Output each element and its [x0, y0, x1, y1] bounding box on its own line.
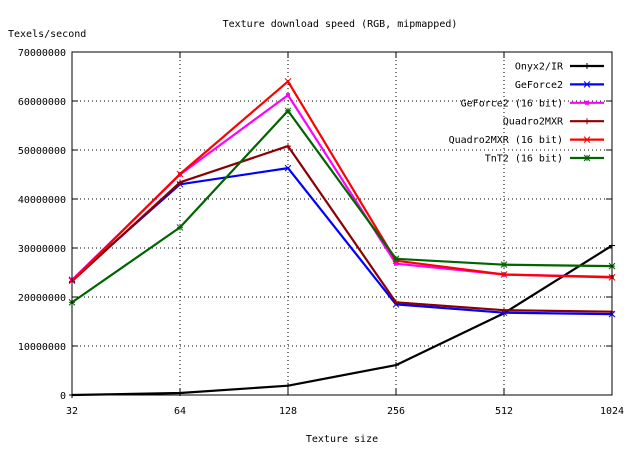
chart-title: Texture download speed (RGB, mipmapped) — [223, 19, 458, 30]
series-line — [71, 109, 613, 304]
data-point — [500, 271, 508, 278]
data-point — [583, 136, 591, 143]
legend-label: Onyx2/IR — [515, 62, 564, 73]
data-point — [284, 107, 292, 115]
data-point — [584, 63, 590, 69]
data-point — [583, 81, 591, 88]
y-tick-label: 70000000 — [18, 48, 66, 59]
data-point — [583, 154, 591, 162]
data-point — [394, 261, 398, 266]
series-line — [71, 145, 613, 313]
data-point — [284, 78, 292, 85]
y-tick-label: 0 — [60, 391, 66, 402]
x-tick-label: 256 — [387, 406, 405, 417]
data-point — [177, 179, 183, 186]
legend: Onyx2/IR GeForce2 GeForce2 (16 bit) Quadro2… — [449, 62, 604, 165]
legend-label: GeForce2 — [515, 80, 563, 91]
y-tick-label: 40000000 — [18, 195, 66, 206]
series-3 — [69, 143, 615, 315]
data-point — [585, 100, 589, 105]
y-tick-label: 20000000 — [18, 293, 66, 304]
data-point — [285, 143, 291, 150]
series-line — [71, 244, 613, 397]
data-point — [392, 255, 400, 263]
y-tick-label: 60000000 — [18, 97, 66, 108]
x-tick-label: 32 — [66, 406, 78, 417]
data-point — [176, 170, 184, 178]
data-point — [501, 307, 507, 314]
x-tick-label: 512 — [495, 406, 513, 417]
plot-frame — [71, 51, 613, 396]
legend-label: GeForce2 (16 bit) — [461, 98, 563, 109]
x-tick-label: 128 — [279, 406, 297, 417]
data-point — [285, 382, 291, 389]
data-point — [286, 93, 290, 98]
data-point — [176, 224, 184, 231]
y-axis-label: Texels/second — [8, 29, 86, 40]
data-point — [284, 164, 292, 172]
legend-label: Quadro2MXR (16 bit) — [449, 135, 563, 146]
y-tick-label: 50000000 — [18, 146, 66, 157]
x-axis-label: Texture size — [306, 434, 378, 445]
y-tick-label: 10000000 — [18, 342, 66, 353]
data-point — [500, 261, 508, 269]
series-line — [71, 80, 613, 282]
legend-label: TnT2 (16 bit) — [485, 154, 563, 165]
axis-ticks: 0 10000000 20000000 30000000 40000000 5000000… — [18, 48, 624, 417]
data-point — [393, 362, 399, 369]
y-tick-label: 30000000 — [18, 244, 66, 255]
data-point — [584, 118, 590, 125]
series-group — [68, 78, 616, 398]
legend-label: Quadro2MXR — [503, 117, 564, 128]
x-tick-label: 64 — [174, 406, 186, 417]
series-line — [71, 167, 613, 316]
x-tick-label: 1024 — [600, 406, 624, 417]
data-point — [393, 299, 399, 306]
